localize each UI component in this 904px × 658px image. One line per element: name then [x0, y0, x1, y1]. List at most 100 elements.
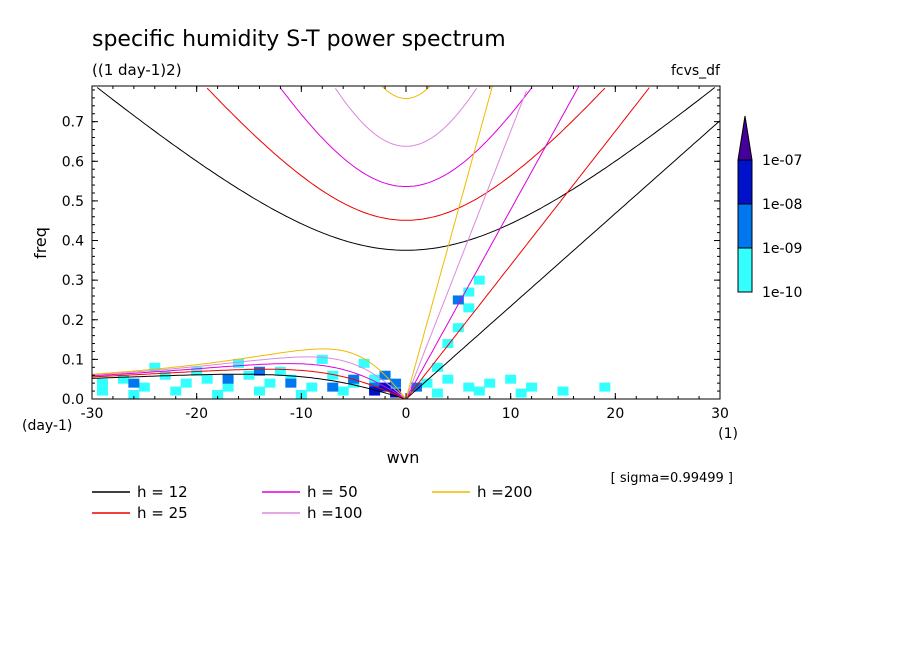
heatmap-cell — [484, 378, 496, 388]
colorbar-arrow — [737, 115, 753, 161]
colorbar-segment — [737, 159, 753, 205]
heatmap-cell — [463, 303, 475, 313]
rossby-curve — [91, 363, 407, 400]
heatmap-cell — [390, 378, 402, 388]
y-tick-label: 0.1 — [62, 352, 84, 368]
legend-entry: h = 12 — [137, 483, 188, 501]
y-tick-label: 0.3 — [62, 273, 84, 289]
heatmap-cell — [431, 388, 443, 398]
rossby-curve — [91, 368, 407, 400]
colorbar: 1e-10 1e-09 1e-08 1e-07 — [737, 115, 802, 301]
y-unit-label: (day-1) — [22, 418, 72, 434]
heatmap-cell — [201, 374, 213, 384]
heatmap-cell — [170, 386, 182, 396]
heatmap-cell — [369, 374, 381, 384]
heatmap-cell — [410, 382, 422, 392]
heatmap-cell — [452, 323, 464, 333]
x-axis-label: wvn — [387, 448, 420, 467]
heatmap-cell — [526, 382, 538, 392]
heatmap-cell — [358, 358, 370, 368]
kelvin-curve — [405, 90, 527, 400]
kelvin-curve — [405, 87, 650, 400]
gravity-curve — [206, 87, 606, 221]
heatmap-cell — [306, 382, 318, 392]
kelvin-curve — [405, 86, 580, 400]
legend-entry: h = 50 — [307, 483, 358, 501]
gravity-curve — [280, 87, 532, 187]
y-tick-label: 0.6 — [62, 154, 84, 170]
heatmap-cell — [222, 374, 234, 384]
colorbar-label: 1e-08 — [762, 197, 802, 213]
heatmap-cell — [243, 370, 255, 380]
kelvin-curve — [405, 86, 493, 400]
x-tick-label: 10 — [502, 406, 520, 422]
plot-frame — [91, 85, 721, 400]
heatmap-cell — [233, 358, 245, 368]
rossby-curve — [91, 348, 407, 400]
y-tick-label: 0.7 — [62, 115, 84, 131]
x-tick-label: 20 — [606, 406, 624, 422]
heatmap-cell — [128, 390, 140, 399]
heatmap-cell — [369, 386, 381, 396]
x-tick-label: -10 — [290, 406, 313, 422]
colorbar-label: 1e-10 — [762, 285, 802, 301]
chart-tag: fcvs_df — [671, 63, 721, 79]
gravity-curve — [334, 88, 478, 147]
chart-title: specific humidity S-T power spectrum — [92, 27, 506, 52]
heatmap-cell — [337, 386, 349, 396]
heatmap-cell — [327, 370, 339, 380]
heatmap-cell — [442, 374, 454, 384]
y-axis: 0.0 0.1 0.2 0.3 0.4 0.5 0.6 0.7 — [62, 89, 720, 408]
x-tick-label: 30 — [711, 406, 729, 422]
legend-entry: h =100 — [307, 504, 362, 522]
heatmap-cell — [473, 386, 485, 396]
y-tick-label: 0.5 — [62, 194, 84, 210]
heatmap-cell — [473, 275, 485, 285]
heatmap-cell — [212, 390, 224, 399]
heatmap-cell — [557, 386, 569, 396]
heatmap-cell — [96, 386, 108, 396]
heatmap-cell — [222, 382, 234, 392]
chart-subtitle: ((1 day-1)2) — [92, 61, 182, 79]
colorbar-label: 1e-09 — [762, 241, 802, 257]
heatmap-cell — [463, 382, 475, 392]
colorbar-segment — [737, 247, 753, 293]
rossby-curve — [91, 373, 407, 400]
dispersion-curves — [91, 86, 721, 400]
heatmap-cell — [515, 388, 527, 398]
heatmap-cell — [421, 378, 433, 388]
gravity-curve — [382, 86, 430, 100]
x-tick-label: -30 — [81, 406, 104, 422]
heatmap-cell — [180, 378, 192, 388]
heatmap-cell — [149, 362, 161, 372]
heatmap-cell — [274, 366, 286, 376]
heatmap-layer — [96, 275, 611, 399]
heatmap-cell — [316, 354, 328, 364]
x-axis: -30 -20 -10 0 10 20 30 — [81, 86, 729, 422]
legend: h = 12 h = 25 h = 50 h =100 h =200 — [92, 483, 532, 522]
x-tick-label: 0 — [402, 406, 411, 422]
heatmap-cell — [327, 382, 339, 392]
y-tick-label: 0.4 — [62, 234, 84, 250]
colorbar-segment — [737, 203, 753, 249]
heatmap-cell — [431, 362, 443, 372]
kelvin-curve — [405, 120, 721, 400]
heatmap-cell — [96, 378, 108, 388]
x-unit-label: (1) — [718, 426, 738, 442]
heatmap-cell — [505, 374, 517, 384]
heatmap-cell — [253, 366, 265, 376]
heatmap-cell — [264, 378, 276, 388]
heatmap-cell — [138, 382, 150, 392]
heatmap-cell — [463, 287, 475, 297]
heatmap-cell — [452, 295, 464, 305]
heatmap-cell — [285, 378, 297, 388]
colorbar-label: 1e-07 — [762, 153, 802, 169]
heatmap-cell — [117, 374, 129, 384]
gravity-curve — [96, 87, 716, 251]
x-tick-label: -20 — [185, 406, 208, 422]
heatmap-cell — [442, 339, 454, 349]
sigma-note: [ sigma=0.99499 ] — [611, 471, 733, 486]
rossby-curve — [91, 356, 407, 400]
y-tick-label: 0.2 — [62, 313, 84, 329]
heatmap-cell — [253, 386, 265, 396]
